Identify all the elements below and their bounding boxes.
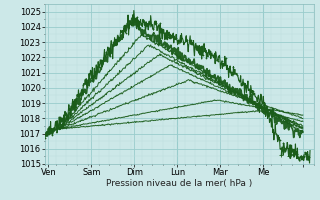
X-axis label: Pression niveau de la mer( hPa ): Pression niveau de la mer( hPa ) [106, 179, 252, 188]
